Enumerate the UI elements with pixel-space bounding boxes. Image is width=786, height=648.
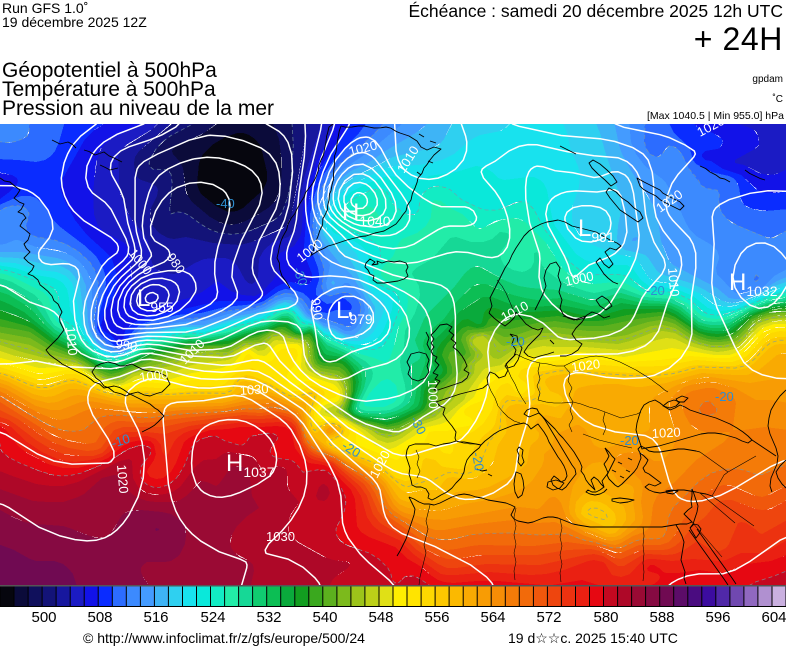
svg-text:1030: 1030 xyxy=(239,381,269,398)
svg-text:1000: 1000 xyxy=(138,366,169,385)
svg-text:1020: 1020 xyxy=(114,464,131,494)
svg-text:990: 990 xyxy=(115,336,139,354)
svg-text:990: 990 xyxy=(308,297,326,321)
svg-text:-10: -10 xyxy=(109,431,132,451)
svg-text:-20: -20 xyxy=(620,433,639,448)
svg-text:1010: 1010 xyxy=(63,326,80,356)
svg-text:1000: 1000 xyxy=(564,268,595,289)
svg-text:1010: 1010 xyxy=(665,267,682,297)
svg-text:1030: 1030 xyxy=(266,529,295,544)
svg-text:-30: -30 xyxy=(290,265,311,288)
svg-text:-20: -20 xyxy=(646,283,665,298)
svg-text:-40: -40 xyxy=(216,196,235,211)
svg-text:-20: -20 xyxy=(715,389,734,404)
svg-text:1020: 1020 xyxy=(651,425,681,441)
svg-text:-20: -20 xyxy=(469,451,487,472)
svg-text:1020: 1020 xyxy=(347,137,379,159)
svg-text:1020: 1020 xyxy=(570,356,601,375)
svg-text:1000: 1000 xyxy=(425,380,441,409)
svg-text:-20: -20 xyxy=(506,334,525,349)
